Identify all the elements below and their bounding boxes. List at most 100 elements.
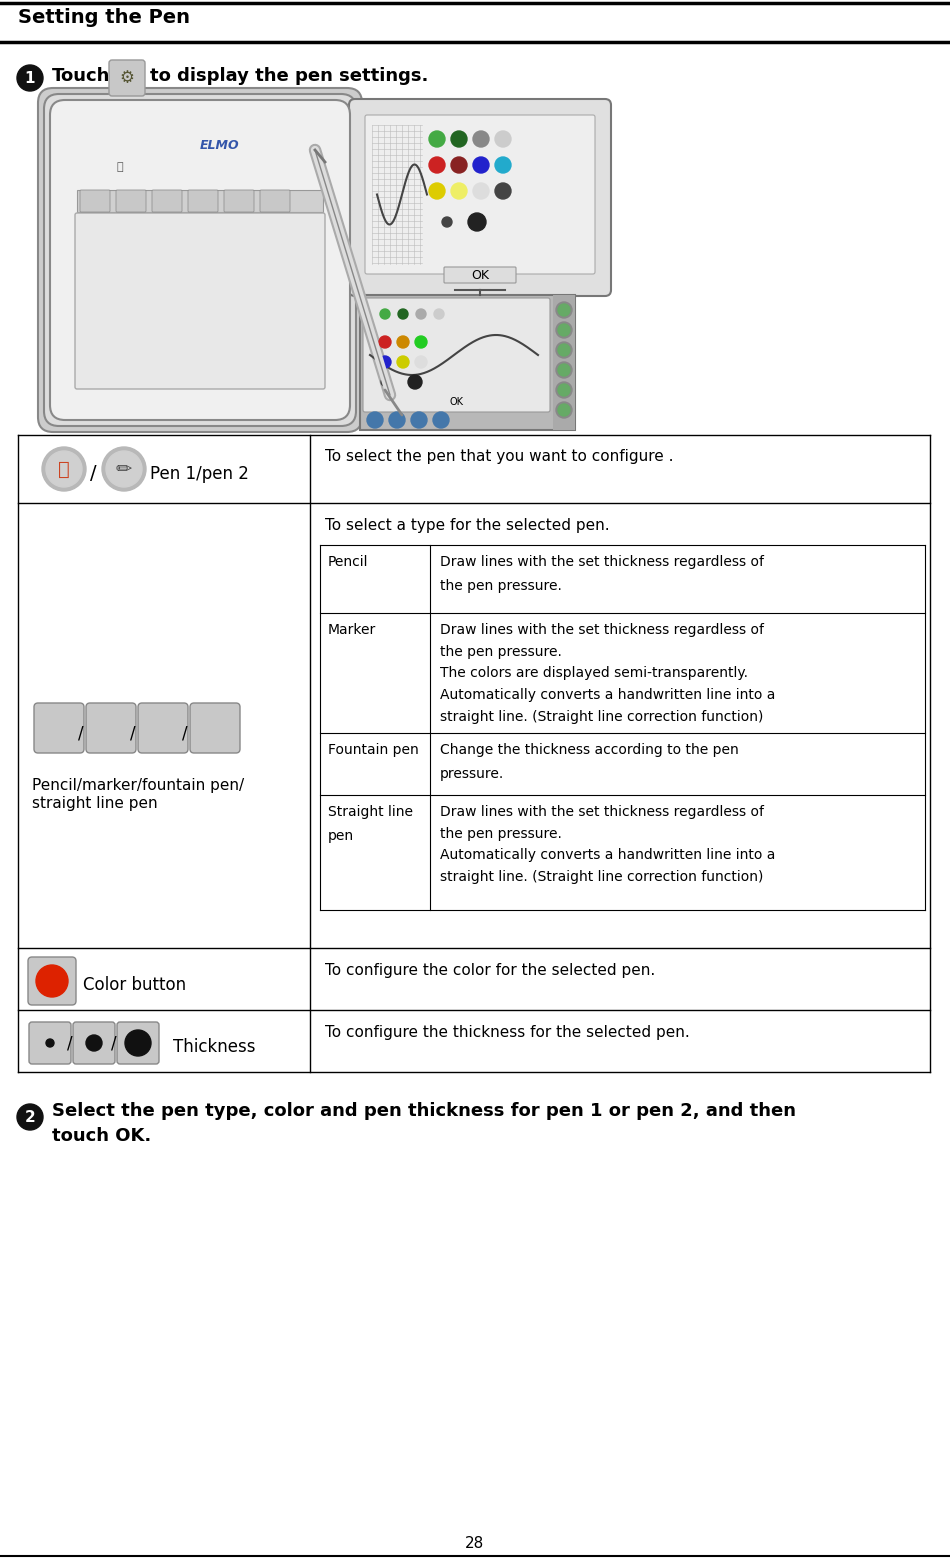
FancyBboxPatch shape xyxy=(116,190,146,212)
Text: OK: OK xyxy=(471,268,489,282)
Bar xyxy=(77,190,323,212)
Circle shape xyxy=(429,131,445,147)
FancyBboxPatch shape xyxy=(260,190,290,212)
Circle shape xyxy=(429,182,445,200)
FancyBboxPatch shape xyxy=(86,703,136,753)
FancyBboxPatch shape xyxy=(138,703,188,753)
Text: Thickness: Thickness xyxy=(173,1038,256,1055)
Circle shape xyxy=(558,324,570,337)
Circle shape xyxy=(389,412,405,429)
Text: /: / xyxy=(111,1034,117,1052)
FancyBboxPatch shape xyxy=(50,100,350,419)
Circle shape xyxy=(558,384,570,396)
Text: Marker: Marker xyxy=(328,624,376,638)
FancyBboxPatch shape xyxy=(363,298,550,412)
Circle shape xyxy=(102,447,146,491)
Text: Touch: Touch xyxy=(52,67,110,86)
Circle shape xyxy=(380,309,390,320)
Circle shape xyxy=(558,345,570,355)
Circle shape xyxy=(556,362,572,377)
Text: /: / xyxy=(130,723,136,742)
Text: ⚙: ⚙ xyxy=(120,69,135,87)
Circle shape xyxy=(379,337,391,348)
Circle shape xyxy=(434,309,444,320)
FancyBboxPatch shape xyxy=(188,190,218,212)
Circle shape xyxy=(415,337,427,348)
Circle shape xyxy=(106,451,142,486)
Circle shape xyxy=(125,1030,151,1055)
FancyBboxPatch shape xyxy=(28,957,76,1006)
Text: Pencil: Pencil xyxy=(328,555,369,569)
Text: /: / xyxy=(78,723,84,742)
Text: Draw lines with the set thickness regardless of
the pen pressure.
Automatically : Draw lines with the set thickness regard… xyxy=(440,804,775,884)
Circle shape xyxy=(429,157,445,173)
Text: /: / xyxy=(67,1034,73,1052)
Text: 28: 28 xyxy=(466,1536,484,1551)
Text: to display the pen settings.: to display the pen settings. xyxy=(150,67,428,86)
Circle shape xyxy=(556,323,572,338)
FancyBboxPatch shape xyxy=(73,1023,115,1063)
Text: touch OK.: touch OK. xyxy=(52,1127,151,1144)
Circle shape xyxy=(468,214,486,231)
Circle shape xyxy=(398,309,408,320)
FancyBboxPatch shape xyxy=(444,267,516,284)
FancyBboxPatch shape xyxy=(117,1023,159,1063)
Circle shape xyxy=(86,1035,102,1051)
Circle shape xyxy=(442,217,452,228)
Text: /: / xyxy=(89,463,96,482)
Circle shape xyxy=(451,182,467,200)
Circle shape xyxy=(416,309,426,320)
Circle shape xyxy=(558,304,570,316)
Text: OK: OK xyxy=(449,398,463,407)
Circle shape xyxy=(451,131,467,147)
Text: To configure the thickness for the selected pen.: To configure the thickness for the selec… xyxy=(325,1024,690,1040)
Circle shape xyxy=(473,182,489,200)
Bar xyxy=(553,295,575,430)
FancyBboxPatch shape xyxy=(80,190,110,212)
Circle shape xyxy=(433,412,449,429)
Text: Change the thickness according to the pen
pressure.: Change the thickness according to the pe… xyxy=(440,744,739,781)
FancyBboxPatch shape xyxy=(349,100,611,296)
Circle shape xyxy=(397,337,409,348)
Circle shape xyxy=(408,376,422,390)
FancyBboxPatch shape xyxy=(190,703,240,753)
Text: ⏻: ⏻ xyxy=(117,162,124,171)
Circle shape xyxy=(495,131,511,147)
Circle shape xyxy=(556,402,572,418)
Text: Setting the Pen: Setting the Pen xyxy=(18,8,190,27)
Text: Select the pen type, color and pen thickness for pen 1 or pen 2, and then: Select the pen type, color and pen thick… xyxy=(52,1102,796,1119)
Text: 1: 1 xyxy=(25,70,35,86)
Text: Draw lines with the set thickness regardless of
the pen pressure.: Draw lines with the set thickness regard… xyxy=(440,555,764,592)
Circle shape xyxy=(379,355,391,368)
Circle shape xyxy=(556,341,572,359)
Circle shape xyxy=(495,157,511,173)
Text: Straight line
pen: Straight line pen xyxy=(328,804,413,843)
FancyBboxPatch shape xyxy=(224,190,254,212)
Circle shape xyxy=(46,1038,54,1048)
Circle shape xyxy=(397,355,409,368)
FancyBboxPatch shape xyxy=(152,190,182,212)
Circle shape xyxy=(17,65,43,90)
Circle shape xyxy=(473,157,489,173)
FancyBboxPatch shape xyxy=(44,94,356,426)
Text: Pen 1/pen 2: Pen 1/pen 2 xyxy=(150,465,249,483)
Circle shape xyxy=(558,363,570,376)
Circle shape xyxy=(46,451,82,486)
Text: ELMO: ELMO xyxy=(200,139,239,151)
Text: Pencil/marker/fountain pen/: Pencil/marker/fountain pen/ xyxy=(32,778,244,794)
Text: ✏: ✏ xyxy=(116,460,132,479)
FancyBboxPatch shape xyxy=(365,115,595,274)
Text: To select the pen that you want to configure .: To select the pen that you want to confi… xyxy=(325,449,674,465)
FancyBboxPatch shape xyxy=(360,295,575,430)
Circle shape xyxy=(556,302,572,318)
Circle shape xyxy=(36,965,68,998)
Circle shape xyxy=(556,382,572,398)
Text: Draw lines with the set thickness regardless of
the pen pressure.
The colors are: Draw lines with the set thickness regard… xyxy=(440,624,775,723)
Circle shape xyxy=(451,157,467,173)
Circle shape xyxy=(367,412,383,429)
Text: Color button: Color button xyxy=(83,976,186,995)
Circle shape xyxy=(411,412,427,429)
Circle shape xyxy=(17,1104,43,1130)
Text: 🖊: 🖊 xyxy=(58,460,70,479)
Text: 2: 2 xyxy=(25,1110,35,1124)
